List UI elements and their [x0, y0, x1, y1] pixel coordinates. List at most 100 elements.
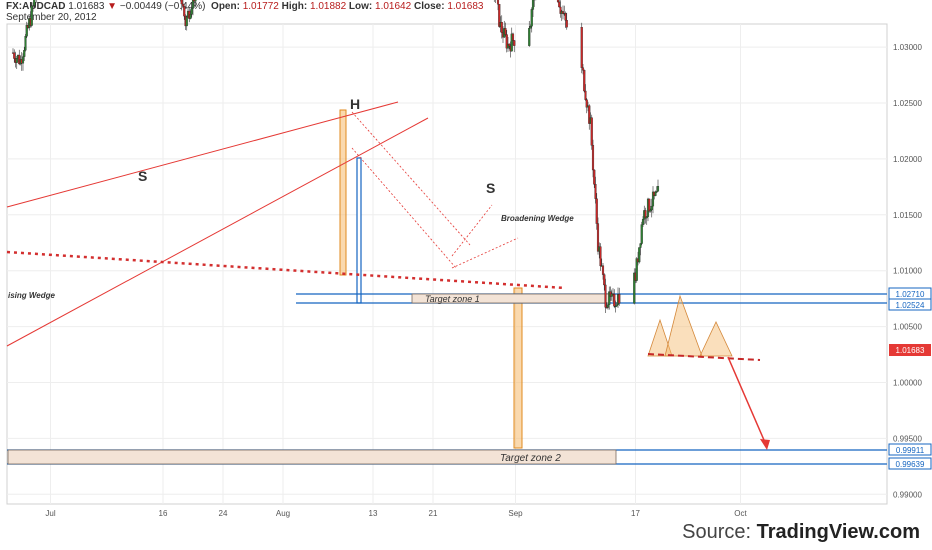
- candle-body: [496, 0, 500, 5]
- svg-text:0.99639: 0.99639: [896, 460, 925, 469]
- candle-body: [185, 16, 188, 27]
- candle-body: [558, 1, 561, 8]
- measure-bar-blue: [356, 157, 362, 304]
- candle-body: [505, 34, 508, 49]
- candle-body: [605, 307, 608, 309]
- candle-body: [650, 205, 653, 211]
- y-axis: 1.070001.065001.060001.055001.050001.045…: [893, 43, 922, 499]
- price-change: −0.00449 (−0.44%): [119, 1, 206, 12]
- candle-body: [531, 0, 535, 10]
- candle-body: [639, 243, 642, 248]
- candle-body: [23, 49, 26, 57]
- candle-body: [583, 70, 586, 92]
- last-price: 1.01683: [68, 1, 105, 12]
- candle-body: [510, 33, 513, 52]
- price-tag-zone2-top: 0.99911: [888, 443, 932, 456]
- close-value: 1.01683: [447, 1, 484, 12]
- source-credit[interactable]: Source: TradingView.com: [682, 521, 920, 544]
- wedge-projection-bar: [513, 287, 523, 449]
- high-value: 1.01882: [309, 1, 347, 12]
- candle-body: [194, 0, 197, 2]
- wedge-upper-line: [6, 101, 399, 208]
- candle-body: [193, 0, 196, 2]
- candle-body: [595, 198, 598, 224]
- close-label: Close:: [413, 1, 445, 12]
- tradingview-logo: TradingView.com: [756, 521, 920, 543]
- candle-body: [649, 209, 652, 212]
- candle-body: [511, 33, 515, 41]
- x-tick-label: Sep: [508, 509, 523, 518]
- svg-text:1.01683: 1.01683: [896, 346, 925, 355]
- candle-body: [508, 43, 511, 47]
- gridlines: [7, 24, 887, 504]
- candle-body: [585, 99, 588, 108]
- y-tick-label: 0.99000: [893, 490, 922, 499]
- candle-body: [606, 304, 610, 308]
- price-tag-zone1-top: 1.02710: [888, 287, 932, 300]
- x-tick-label: Oct: [734, 509, 747, 518]
- x-tick-label: Jul: [45, 509, 55, 518]
- candle-body: [565, 20, 568, 28]
- candle-body: [599, 246, 602, 267]
- projection-arrow-line: [727, 356, 768, 448]
- candle-body: [618, 294, 621, 304]
- candle-body: [590, 117, 593, 146]
- candle-body: [559, 6, 562, 14]
- left-shoulder-label: S: [138, 168, 147, 184]
- head-projection-bar: [339, 109, 347, 276]
- candle-body: [604, 284, 607, 308]
- price-tag-zone1-bottom: 1.02524: [888, 298, 932, 311]
- price-tag-zone2-bottom: 0.99639: [888, 457, 932, 470]
- candle-body: [596, 223, 600, 252]
- candle-body: [564, 13, 567, 21]
- candle-body: [24, 36, 27, 51]
- small-neckline: [647, 353, 761, 361]
- candle-body: [530, 9, 533, 27]
- candle-body: [30, 5, 33, 26]
- candle-body: [656, 186, 660, 192]
- open-value: 1.01772: [242, 1, 279, 12]
- candle-body: [638, 247, 641, 263]
- x-tick-label: 17: [631, 509, 640, 518]
- candle-body: [189, 14, 192, 19]
- candle-body: [591, 145, 595, 171]
- broadening-lower-line: [451, 237, 519, 269]
- high-label: High:: [281, 1, 308, 12]
- y-tick-label: 0.99500: [893, 434, 922, 443]
- candle-body: [513, 40, 516, 46]
- candle-body: [613, 294, 616, 307]
- candle-body: [641, 219, 645, 225]
- candle-body: [588, 105, 591, 124]
- x-axis: Jul 16 24 Aug 13 21 Sep 17 Oct: [45, 509, 747, 518]
- candle-body: [648, 198, 651, 212]
- candle-body: [556, 0, 560, 3]
- open-label: Open:: [211, 1, 240, 12]
- broadening-wedge-label: Broadening Wedge: [501, 214, 574, 223]
- y-tick-label: 1.03000: [893, 43, 922, 52]
- price-tag-last: 1.01683: [889, 344, 931, 356]
- x-tick-label: 24: [219, 509, 228, 518]
- candle-body: [581, 67, 585, 71]
- candle-body: [610, 293, 613, 297]
- svg-text:1.02710: 1.02710: [896, 290, 925, 299]
- x-tick-label: 13: [369, 509, 378, 518]
- candle-body: [180, 0, 183, 5]
- candlesticks: [11, 0, 660, 314]
- candle-body: [601, 265, 605, 275]
- candle-body: [594, 184, 597, 199]
- projection-arrowhead-icon: [760, 439, 770, 450]
- symbol-header: FX:AUDCAD 1.01683 ▼ −0.00449 (−0.44%) Op…: [6, 1, 483, 12]
- candle-body: [615, 304, 618, 307]
- candle-body: [640, 224, 643, 244]
- down-arrow-icon: ▼: [107, 1, 118, 12]
- y-tick-label: 1.02000: [893, 155, 922, 164]
- candle-body: [608, 291, 611, 305]
- target-zone-2-box: [7, 449, 617, 465]
- candle-body: [580, 27, 583, 68]
- right-shoulder-label: S: [486, 180, 495, 196]
- candle-body: [183, 6, 186, 17]
- svg-text:1.02524: 1.02524: [896, 301, 925, 310]
- candle-body: [584, 90, 587, 100]
- candle-body: [603, 274, 606, 286]
